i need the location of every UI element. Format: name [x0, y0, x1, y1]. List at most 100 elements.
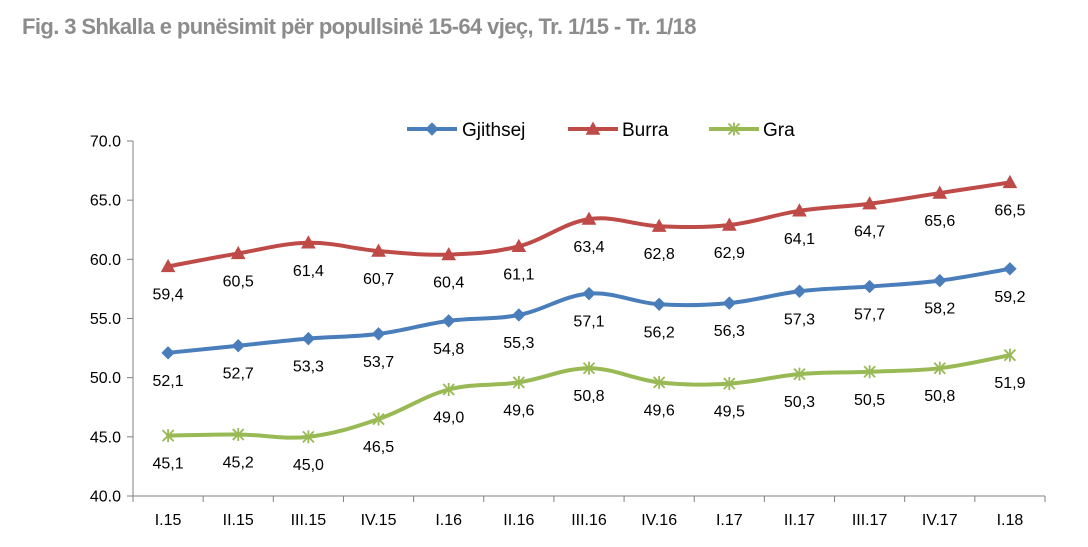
data-point-star [653, 375, 666, 389]
data-point-diamond [441, 314, 456, 328]
data-point-triangle [932, 185, 948, 199]
data-label: 51,9 [994, 375, 1025, 392]
data-point-diamond [371, 327, 386, 341]
data-point-diamond [862, 279, 877, 294]
data-point-triangle [160, 258, 176, 273]
data-label: 52,1 [153, 373, 184, 390]
legend-item-gjithsej: Gjithsej [407, 120, 525, 141]
data-label: 64,1 [784, 231, 815, 248]
legend-item-gra: Gra [709, 120, 795, 141]
data-point-triangle [301, 235, 316, 249]
x-tick-label: I.16 [435, 512, 462, 529]
series-layer [160, 174, 1018, 444]
data-label: 50,5 [854, 392, 885, 409]
data-label: 49,0 [433, 410, 464, 427]
data-label: 66,5 [994, 202, 1025, 219]
data-point-triangle [651, 218, 667, 232]
data-point-star [512, 375, 525, 389]
data-label: 45,1 [153, 456, 184, 473]
data-label: 63,4 [573, 239, 604, 256]
data-point-star [232, 427, 245, 441]
axes: 40.0 45.0 50.0 55.0 60.0 65.0 70.0 I.15 II.15 III… [90, 134, 1046, 529]
data-point-diamond [231, 339, 245, 353]
data-point-triangle [371, 243, 386, 257]
data-label: 50,8 [924, 388, 955, 405]
legend-item-burra: Burra [568, 120, 669, 141]
data-labels: 52,1 52,7 53,3 53,7 54,8 55,3 57,1 56,2 56,3 57,3… [153, 202, 1026, 473]
data-label: 62,8 [644, 246, 675, 263]
x-tick-label: IV.16 [641, 512, 677, 529]
data-point-triangle [585, 121, 601, 135]
data-label: 57,1 [573, 314, 604, 331]
data-point-diamond [582, 286, 596, 301]
data-point-star [161, 429, 175, 443]
x-tick-label: III.17 [852, 512, 888, 529]
data-label: 52,7 [223, 366, 254, 383]
y-tick-label: 60.0 [90, 252, 121, 269]
x-tick-label: I.15 [155, 512, 182, 529]
y-tick-label: 55.0 [90, 311, 121, 328]
data-point-triangle [1002, 174, 1018, 189]
data-point-diamond [933, 273, 947, 288]
data-point-star [723, 377, 736, 391]
series-burra [160, 174, 1018, 273]
data-label: 55,3 [503, 335, 534, 352]
x-tick-label: III.16 [571, 512, 607, 529]
x-tick-label: I.18 [997, 512, 1024, 529]
data-label: 49,6 [503, 402, 534, 419]
legend: Gjithsej Burra Gra [407, 120, 795, 141]
data-point-star [933, 361, 946, 375]
y-tick-label: 40.0 [90, 489, 121, 506]
data-point-triangle [441, 247, 457, 261]
y-tick-label: 45.0 [90, 429, 121, 446]
data-label: 46,5 [363, 439, 394, 456]
legend-label: Gra [763, 120, 795, 141]
data-label: 64,7 [854, 224, 885, 241]
data-point-triangle [721, 217, 737, 231]
x-tick-label: III.15 [291, 512, 327, 529]
data-label: 57,7 [854, 307, 885, 324]
data-point-diamond [301, 331, 316, 346]
x-tick-label: IV.17 [922, 512, 958, 529]
data-label: 53,3 [293, 359, 324, 376]
x-tick-label: IV.15 [361, 512, 397, 529]
data-label: 53,7 [363, 354, 394, 371]
data-label: 59,4 [153, 286, 184, 303]
y-tick-label: 70.0 [90, 134, 121, 151]
legend-label: Burra [622, 120, 669, 141]
x-tick-label: II.16 [503, 512, 534, 529]
data-label: 50,8 [573, 388, 604, 405]
x-tick-label: II.17 [784, 512, 815, 529]
data-point-diamond [652, 297, 666, 312]
data-point-triangle [792, 203, 807, 217]
data-point-diamond [1003, 262, 1017, 276]
data-label: 58,2 [924, 301, 955, 318]
data-label: 65,6 [924, 213, 955, 230]
data-point-star [727, 122, 741, 136]
legend-label: Gjithsej [462, 120, 525, 141]
data-point-triangle [511, 238, 527, 253]
data-label: 45,2 [223, 454, 254, 471]
y-tick-label: 50.0 [90, 370, 121, 387]
data-point-triangle [230, 245, 246, 260]
data-point-star [442, 383, 455, 396]
series-gjithsej [161, 262, 1017, 360]
data-label: 56,3 [714, 323, 745, 340]
data-point-triangle [581, 211, 597, 225]
data-point-diamond [722, 296, 737, 310]
data-point-star [793, 367, 806, 381]
data-point-star [1003, 348, 1017, 362]
chart-title: Fig. 3 Shkalla e punësimit për popullsin… [22, 14, 697, 39]
data-point-triangle [862, 196, 877, 210]
data-point-diamond [792, 284, 807, 298]
data-label: 61,1 [503, 266, 534, 283]
data-label: 50,3 [784, 394, 815, 411]
data-point-star [582, 361, 596, 375]
data-label: 60,5 [223, 273, 254, 290]
y-tick-label: 65.0 [90, 193, 121, 210]
data-label: 49,5 [714, 404, 745, 421]
x-tick-label: I.17 [716, 512, 743, 529]
data-point-diamond [161, 346, 175, 360]
data-label: 49,6 [644, 402, 675, 419]
x-tick-label: II.15 [223, 512, 254, 529]
